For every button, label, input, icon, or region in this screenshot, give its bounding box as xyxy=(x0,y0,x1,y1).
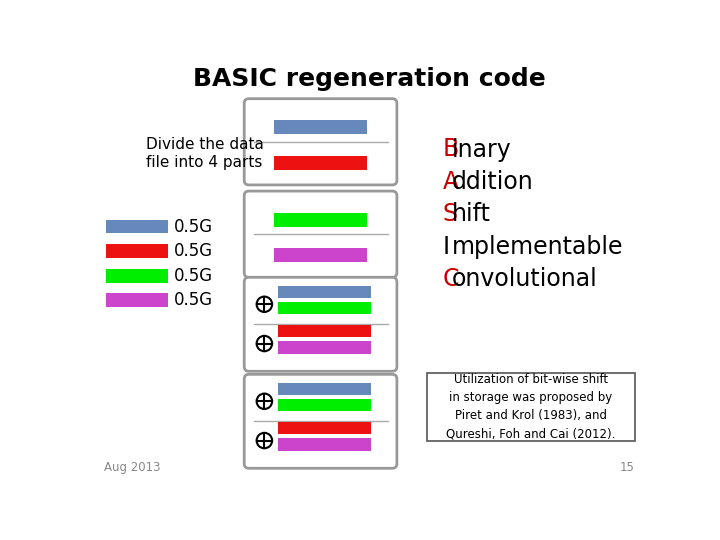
Text: 15: 15 xyxy=(619,462,634,475)
Text: C: C xyxy=(443,267,459,291)
FancyBboxPatch shape xyxy=(244,99,397,185)
Text: BASIC regeneration code: BASIC regeneration code xyxy=(193,66,545,91)
FancyBboxPatch shape xyxy=(244,191,397,278)
Bar xyxy=(279,302,372,314)
Bar xyxy=(106,294,168,307)
Text: ddition: ddition xyxy=(452,170,534,194)
Text: 0.5G: 0.5G xyxy=(174,292,213,309)
Bar xyxy=(106,244,168,258)
Bar xyxy=(274,156,367,170)
Bar xyxy=(274,248,367,262)
Text: 0.5G: 0.5G xyxy=(174,242,213,260)
Text: Utilization of bit-wise shift
in storage was proposed by
Piret and Krol (1983), : Utilization of bit-wise shift in storage… xyxy=(446,373,616,440)
Text: 0.5G: 0.5G xyxy=(174,218,213,235)
Text: S: S xyxy=(443,202,458,226)
Bar xyxy=(279,383,372,395)
Text: I: I xyxy=(443,234,450,259)
Bar xyxy=(279,399,372,411)
Bar xyxy=(274,213,367,226)
Text: 0.5G: 0.5G xyxy=(174,267,213,285)
Text: B: B xyxy=(443,138,459,161)
Bar xyxy=(279,325,372,338)
FancyBboxPatch shape xyxy=(244,278,397,372)
Text: mplementable: mplementable xyxy=(452,234,624,259)
FancyBboxPatch shape xyxy=(427,373,635,441)
Text: onvolutional: onvolutional xyxy=(452,267,598,291)
FancyBboxPatch shape xyxy=(244,374,397,468)
Bar xyxy=(279,341,372,354)
Text: Aug 2013: Aug 2013 xyxy=(104,462,161,475)
Bar xyxy=(106,220,168,233)
Text: A: A xyxy=(443,170,459,194)
Text: inary: inary xyxy=(452,138,512,161)
Bar xyxy=(279,422,372,434)
Bar xyxy=(279,286,372,298)
Text: Divide the data
file into 4 parts: Divide the data file into 4 parts xyxy=(145,137,264,170)
Bar xyxy=(279,438,372,450)
Bar xyxy=(274,120,367,134)
Text: hift: hift xyxy=(452,202,491,226)
Bar xyxy=(106,269,168,283)
